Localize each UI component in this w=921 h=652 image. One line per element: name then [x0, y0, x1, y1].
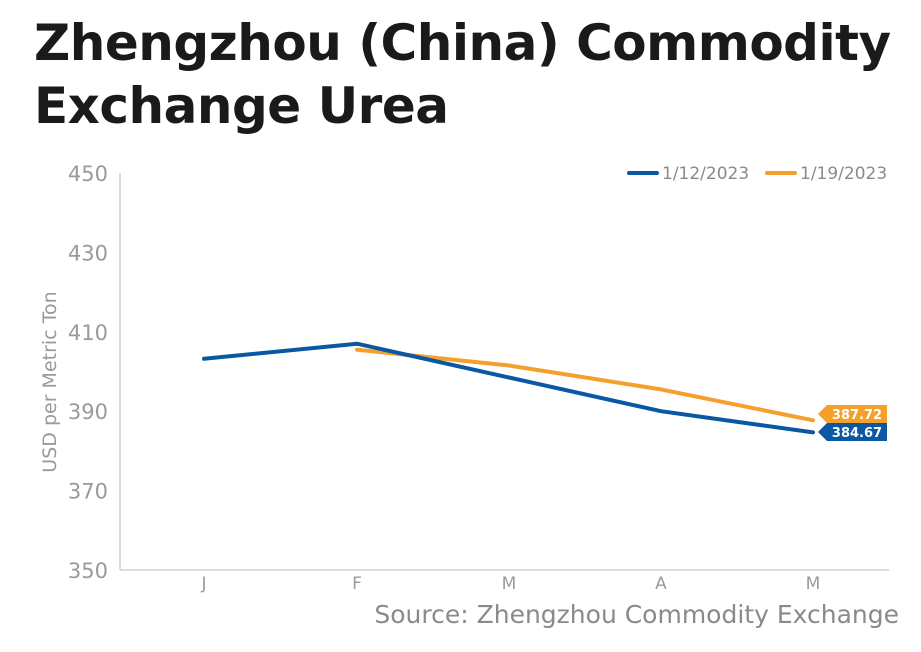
y-tick-label: 450 — [68, 162, 108, 186]
legend-item-1: 1/12/2023 — [627, 164, 749, 184]
axes — [119, 173, 889, 571]
series-lines — [202, 341, 815, 435]
x-tick-label: M — [806, 574, 821, 594]
source-note: Source: Zhengzhou Commodity Exchange — [374, 600, 899, 629]
end-labels: 384.67 387.72 — [818, 405, 887, 441]
legend-label: 1/12/2023 — [662, 164, 749, 184]
legend: 1/12/2023 1/19/2023 — [627, 164, 887, 184]
y-tick-labels: 350 370 390 410 430 450 — [68, 162, 108, 583]
chart-title: Zhengzhou (China) Commodity Exchange Ure… — [34, 14, 891, 135]
line-chart: 350 370 390 410 430 450 J F M A M USD per Metric … — [39, 162, 889, 594]
x-tick-label: F — [352, 574, 362, 594]
y-tick-label: 430 — [68, 241, 108, 265]
end-label-tag — [818, 405, 887, 423]
x-tick-label: J — [200, 574, 206, 594]
series-line-1 — [202, 341, 815, 435]
legend-label: 1/19/2023 — [800, 164, 887, 184]
y-tick-label: 390 — [68, 400, 108, 424]
y-axis-label: USD per Metric Ton — [39, 291, 61, 472]
series-line-2 — [355, 347, 815, 423]
end-label-2: 387.72 — [818, 405, 887, 423]
legend-item-2: 1/19/2023 — [765, 164, 887, 184]
y-tick-label: 350 — [68, 559, 108, 583]
end-label-tag — [818, 423, 887, 441]
x-tick-label: M — [502, 574, 517, 594]
x-tick-label: A — [655, 574, 667, 594]
end-label-1: 384.67 — [818, 423, 887, 441]
end-label-value: 384.67 — [832, 426, 882, 441]
end-label-value: 387.72 — [832, 408, 882, 423]
y-tick-label: 410 — [68, 321, 108, 345]
y-tick-label: 370 — [68, 480, 108, 504]
